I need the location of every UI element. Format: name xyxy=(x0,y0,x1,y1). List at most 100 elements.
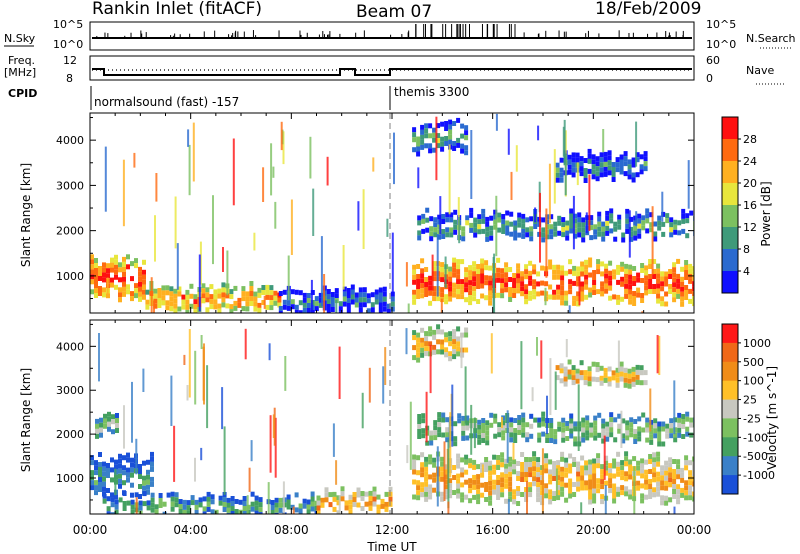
velocity-pixel xyxy=(115,413,119,418)
velocity-pixel xyxy=(440,491,445,497)
velocity-pixel xyxy=(573,436,578,442)
velocity-pixel xyxy=(274,507,279,513)
velocity-colorbar-tick-label: 25 xyxy=(743,394,757,407)
velocity-pixel xyxy=(587,366,592,372)
velocity-pixel xyxy=(122,491,127,496)
velocity-pixel xyxy=(616,451,621,457)
velocity-pixel xyxy=(544,453,549,459)
power-pixel xyxy=(249,301,254,306)
velocity-pixel xyxy=(416,342,421,348)
power-pixel xyxy=(428,143,433,149)
velocity-pixel xyxy=(286,494,291,500)
velocity-pixel xyxy=(544,463,549,469)
velocity-pixel xyxy=(412,464,417,470)
velocity-pixel xyxy=(684,460,689,466)
velocity-pixel xyxy=(635,369,640,375)
power-pixel xyxy=(597,231,602,237)
power-pixel xyxy=(350,289,355,295)
power-pixel xyxy=(334,288,339,294)
velocity-pixel xyxy=(493,418,498,424)
power-streak xyxy=(198,254,201,312)
velocity-pixel xyxy=(150,476,154,482)
velocity-pixel xyxy=(372,486,377,492)
power-pixel xyxy=(472,276,477,282)
nsky-trace xyxy=(92,24,692,39)
power-pixel xyxy=(358,302,363,308)
power-pixel xyxy=(229,294,234,300)
velocity-pixel xyxy=(254,510,259,514)
power-pixel xyxy=(553,221,558,227)
velocity-pixel xyxy=(607,366,612,372)
velocity-pixel xyxy=(513,418,518,423)
power-pixel xyxy=(334,293,339,299)
velocity-pixel xyxy=(90,470,94,476)
power-data xyxy=(90,113,694,313)
velocity-pixel xyxy=(226,502,231,508)
power-pixel xyxy=(306,308,311,313)
time-tick-label: 08:00 xyxy=(274,523,309,537)
power-pixel xyxy=(374,289,379,295)
power-pixel xyxy=(576,276,581,282)
velocity-pixel xyxy=(424,456,429,462)
velocity-pixel xyxy=(601,423,606,429)
velocity-pixel xyxy=(689,432,694,438)
power-pixel xyxy=(437,229,442,235)
power-pixel xyxy=(640,298,645,303)
velocity-pixel xyxy=(332,491,337,497)
velocity-pixel xyxy=(567,359,572,365)
velocity-pixel xyxy=(448,351,453,357)
power-pixel xyxy=(565,220,570,226)
velocity-pixel xyxy=(481,438,486,443)
velocity-pixel xyxy=(620,465,625,471)
power-pixel xyxy=(596,269,601,275)
velocity-pixel xyxy=(310,491,315,497)
power-pixel xyxy=(213,299,218,305)
power-pixel xyxy=(664,271,669,277)
velocity-streak xyxy=(555,468,558,499)
power-pixel xyxy=(484,280,489,286)
velocity-pixel xyxy=(565,426,570,431)
power-pixel xyxy=(412,264,417,270)
velocity-pixel xyxy=(584,460,589,466)
power-pixel xyxy=(637,218,642,224)
velocity-streak xyxy=(464,366,467,424)
power-pixel xyxy=(624,273,629,279)
power-pixel xyxy=(581,227,586,233)
velocity-colorbar-swatch xyxy=(722,437,738,457)
power-pixel xyxy=(94,293,98,298)
power-pixel xyxy=(625,213,630,219)
velocity-ytick-label: 2000 xyxy=(56,428,84,441)
power-pixel xyxy=(464,130,469,136)
velocity-streak xyxy=(536,337,538,356)
velocity-pixel xyxy=(174,502,179,508)
power-pixel xyxy=(94,263,98,268)
velocity-pixel xyxy=(444,474,449,480)
velocity-pixel xyxy=(548,469,553,475)
velocity-pixel xyxy=(332,506,337,512)
power-pixel xyxy=(473,217,478,223)
power-pixel xyxy=(579,171,584,177)
velocity-streak xyxy=(531,387,534,402)
velocity-pixel xyxy=(692,476,694,482)
velocity-pixel xyxy=(497,427,502,433)
power-colorbar-swatch xyxy=(722,161,738,184)
velocity-pixel xyxy=(609,417,614,423)
velocity-pixel xyxy=(640,473,645,479)
velocity-pixel xyxy=(596,488,601,494)
velocity-pixel xyxy=(576,481,581,487)
power-pixel xyxy=(472,261,477,267)
velocity-pixel xyxy=(150,461,154,467)
velocity-pixel xyxy=(348,494,353,500)
velocity-pixel xyxy=(500,487,505,493)
velocity-pixel xyxy=(669,423,674,429)
velocity-pixel xyxy=(557,426,562,432)
velocity-pixel xyxy=(324,492,329,498)
velocity-pixel xyxy=(142,491,147,497)
power-pixel xyxy=(290,289,295,295)
power-streak xyxy=(585,212,588,234)
power-pixel xyxy=(648,289,653,294)
velocity-pixel xyxy=(461,420,466,426)
velocity-pixel xyxy=(99,417,103,423)
power-pixel xyxy=(644,265,649,271)
power-pixel xyxy=(469,207,474,213)
